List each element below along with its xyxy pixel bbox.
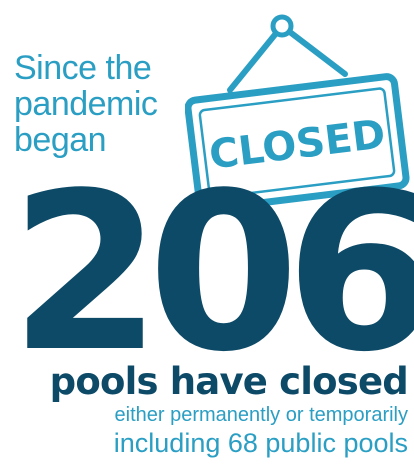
intro-text: Since the pandemic began (14, 50, 194, 158)
stat-extra: including 68 public pools (113, 428, 408, 458)
stat-headline: pools have closed (49, 360, 409, 403)
intro-line-3: began (14, 121, 107, 159)
closed-sign-icon: CLOSED (185, 14, 410, 208)
stat-detail: either permanently or temporarily (114, 404, 408, 426)
intro-line-2: pandemic (14, 85, 158, 123)
sign-board: CLOSED (185, 73, 410, 208)
intro-line-1: Since the (14, 49, 152, 87)
sign-nail (270, 14, 294, 38)
stat-value: 206 (10, 147, 414, 400)
